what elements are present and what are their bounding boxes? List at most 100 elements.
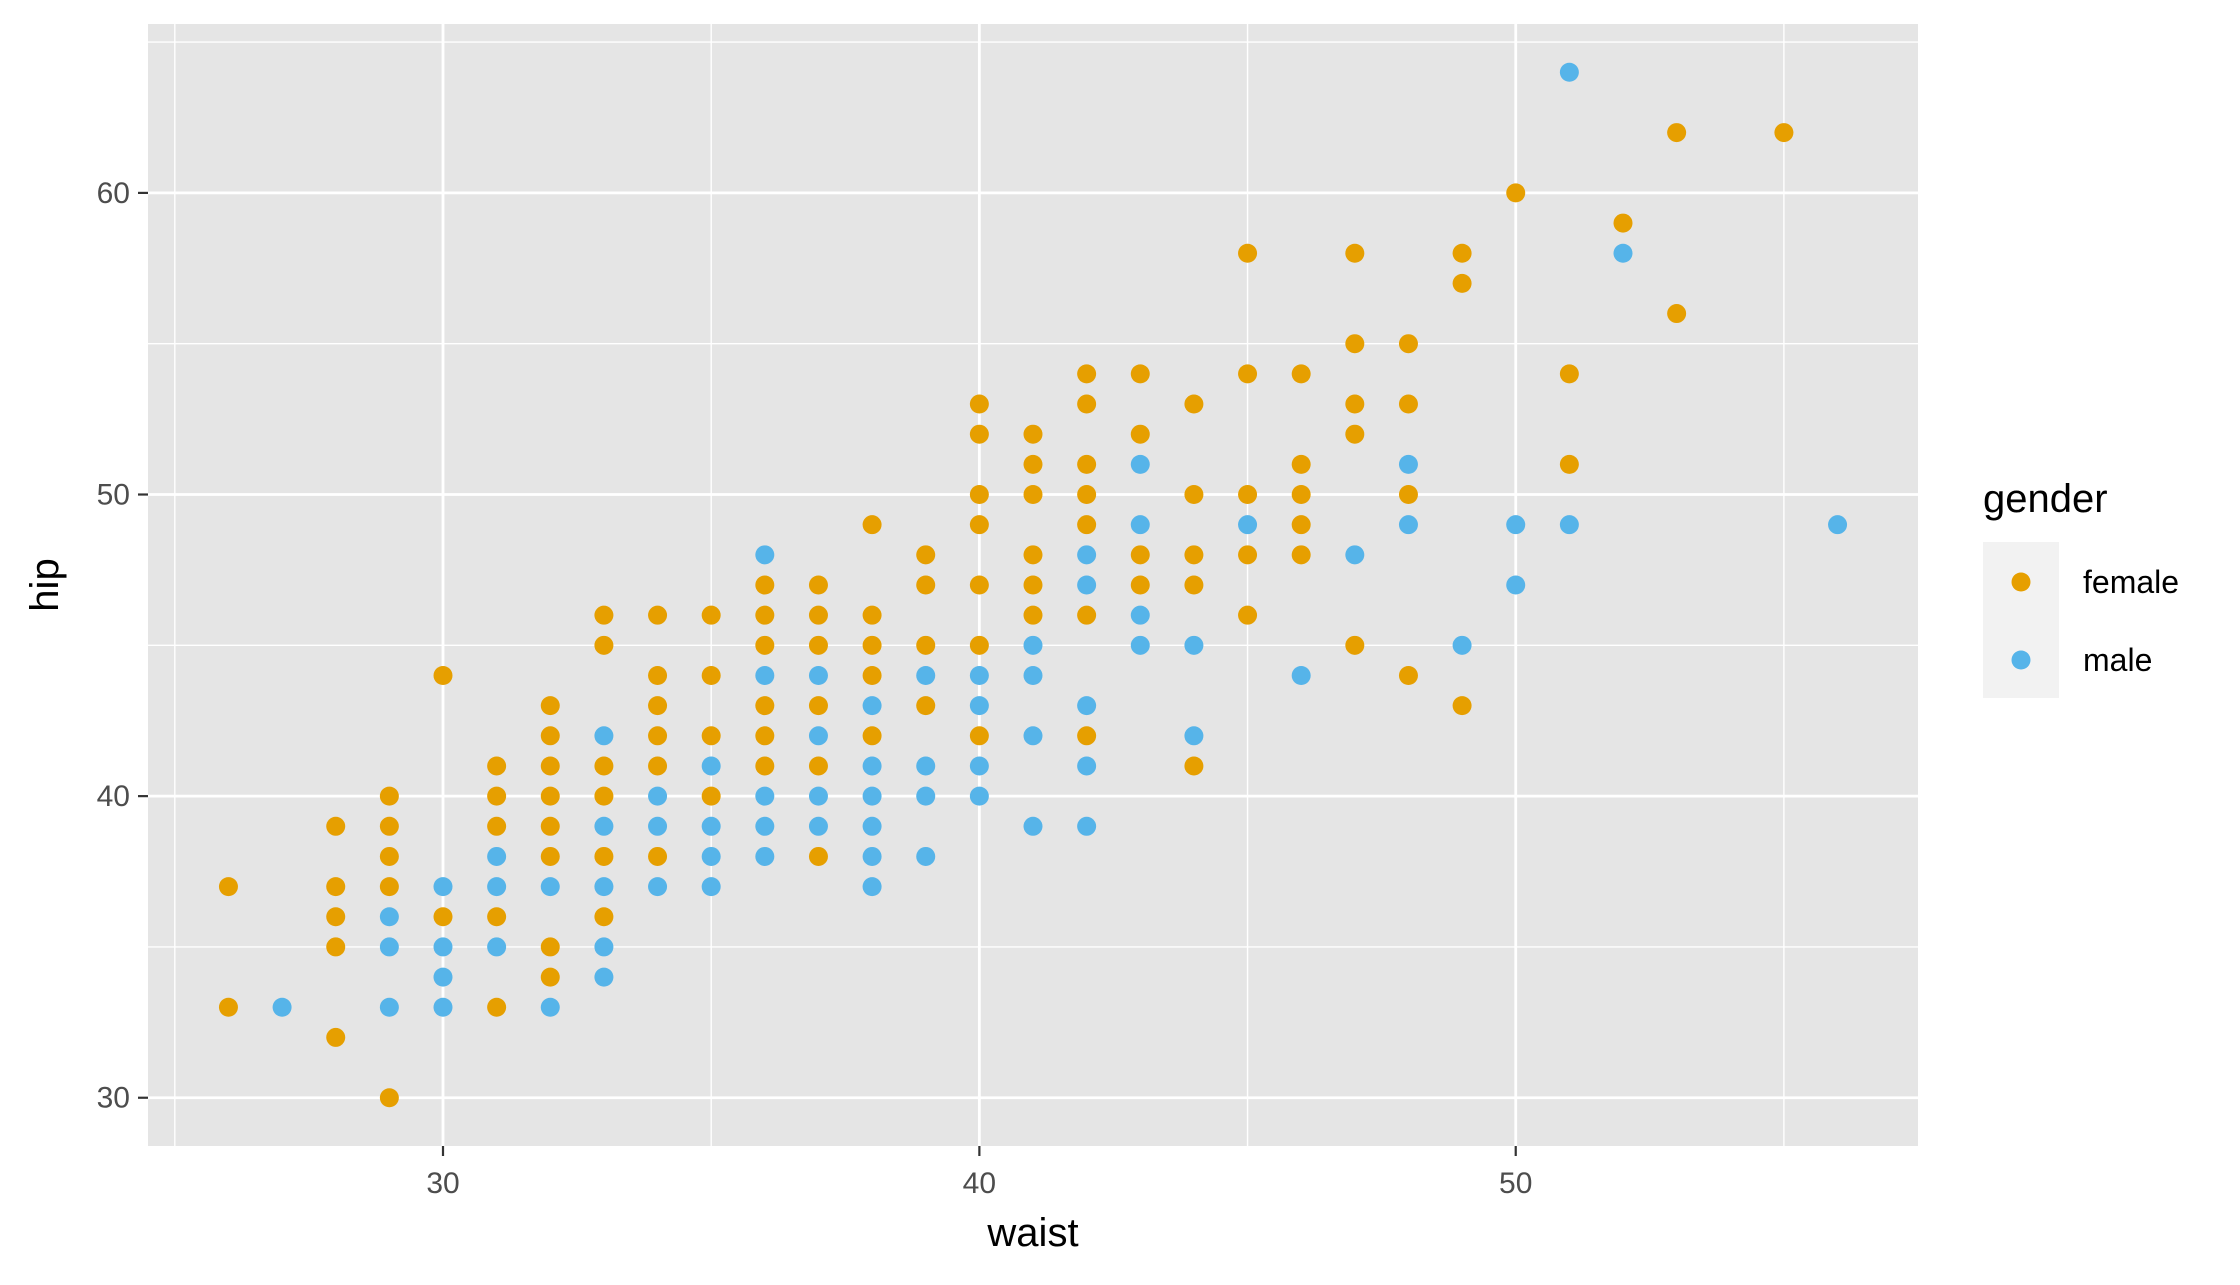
point-female [1130, 424, 1150, 444]
point-female [1184, 394, 1204, 414]
point-male [379, 997, 399, 1017]
point-male [701, 846, 721, 866]
point-female [1130, 364, 1150, 384]
point-female [1559, 454, 1579, 474]
legend-key-female [2011, 572, 2031, 592]
point-male [594, 726, 614, 746]
point-female [648, 696, 668, 716]
point-female [1023, 545, 1043, 565]
legend: gender female male [1983, 477, 2179, 698]
point-female [1774, 123, 1794, 143]
point-female [1184, 485, 1204, 505]
point-female [218, 877, 238, 897]
point-male [594, 937, 614, 957]
point-male [594, 816, 614, 836]
point-female [1345, 243, 1365, 263]
point-male [1077, 696, 1097, 716]
legend-label-male: male [2083, 642, 2152, 678]
x-axis: 30 40 50 [426, 1146, 1532, 1200]
point-male [862, 756, 882, 776]
point-male [1184, 635, 1204, 655]
point-female [1667, 123, 1687, 143]
point-female [648, 756, 668, 776]
point-female [487, 907, 507, 927]
point-female [808, 605, 828, 625]
point-female [969, 575, 989, 595]
point-female [862, 635, 882, 655]
point-female [755, 635, 775, 655]
point-male [1559, 515, 1579, 535]
point-female [1077, 364, 1097, 384]
point-male [862, 877, 882, 897]
point-male [1291, 665, 1311, 685]
y-tick-label: 50 [97, 479, 130, 512]
point-male [755, 545, 775, 565]
point-female [808, 635, 828, 655]
point-male [862, 846, 882, 866]
point-male [1023, 665, 1043, 685]
point-male [1506, 575, 1526, 595]
point-female [916, 575, 936, 595]
point-male [648, 877, 668, 897]
point-male [916, 665, 936, 685]
y-axis-title: hip [23, 558, 67, 611]
point-female [1077, 726, 1097, 746]
point-female [379, 1088, 399, 1108]
point-male [540, 997, 560, 1017]
point-female [379, 877, 399, 897]
legend-items: female male [2011, 564, 2179, 678]
point-female [808, 575, 828, 595]
point-female [1452, 696, 1472, 716]
point-female [701, 726, 721, 746]
legend-title: gender [1983, 477, 2108, 521]
point-male [916, 756, 936, 776]
point-female [1238, 485, 1258, 505]
point-female [648, 846, 668, 866]
point-female [487, 997, 507, 1017]
point-male [1184, 726, 1204, 746]
point-female [916, 635, 936, 655]
point-male [969, 665, 989, 685]
point-male [433, 967, 453, 987]
x-tick-label: 40 [963, 1167, 996, 1200]
point-female [1291, 515, 1311, 535]
point-female [1291, 485, 1311, 505]
point-male [755, 665, 775, 685]
point-male [755, 846, 775, 866]
point-female [433, 665, 453, 685]
point-female [1345, 424, 1365, 444]
point-female [808, 696, 828, 716]
y-tick-label: 30 [97, 1082, 130, 1115]
point-female [326, 907, 346, 927]
point-male [594, 967, 614, 987]
point-male [1077, 756, 1097, 776]
point-male [1077, 816, 1097, 836]
point-female [1184, 575, 1204, 595]
point-male [648, 786, 668, 806]
point-male [862, 816, 882, 836]
point-male [808, 665, 828, 685]
point-female [379, 816, 399, 836]
point-male [808, 786, 828, 806]
legend-key-background [1983, 542, 2059, 698]
point-male [1398, 515, 1418, 535]
point-female [1398, 334, 1418, 354]
point-male [1130, 515, 1150, 535]
point-female [755, 575, 775, 595]
point-male [1345, 545, 1365, 565]
point-female [1559, 364, 1579, 384]
point-female [540, 756, 560, 776]
point-female [1452, 243, 1472, 263]
point-female [862, 726, 882, 746]
legend-key-male [2011, 650, 2031, 670]
point-female [1345, 635, 1365, 655]
point-female [1184, 545, 1204, 565]
point-male [1828, 515, 1848, 535]
point-female [1184, 756, 1204, 776]
point-male [487, 877, 507, 897]
point-female [540, 967, 560, 987]
point-female [1345, 394, 1365, 414]
point-female [594, 907, 614, 927]
point-female [326, 1027, 346, 1047]
point-female [969, 424, 989, 444]
